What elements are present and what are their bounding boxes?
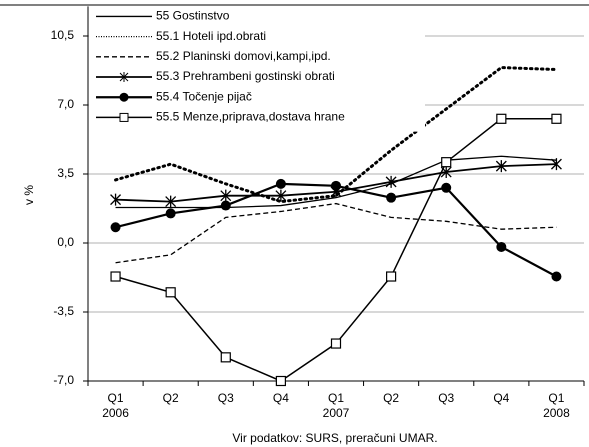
legend-label: 55 Gostinstvo [156, 9, 230, 23]
legend-label: 55.4 Točenje pijač [156, 89, 252, 103]
legend-box [89, 8, 425, 132]
x-tick-label: Q1 [108, 391, 124, 405]
x-tick-label: Q4 [493, 391, 509, 405]
y-tick-label: -7,0 [53, 373, 74, 387]
marker [386, 192, 397, 203]
legend-label: 55.2 Planinski domovi,kampi,ipd. [156, 49, 331, 63]
source-note: Vir podatkov: SURS, preračuni UMAR. [232, 431, 437, 445]
marker [275, 375, 286, 387]
y-tick-label: 0,0 [57, 235, 74, 249]
legend-label: 55.1 Hoteli ipd.obrati [156, 29, 266, 43]
legend-label: 55.5 Menze,priprava,dostava hrane [156, 110, 345, 124]
marker [550, 158, 562, 171]
x-tick-label: Q4 [273, 391, 289, 405]
legend-marker [119, 72, 129, 83]
x-tick-label: Q3 [438, 391, 454, 405]
marker [110, 193, 122, 206]
x-tick-label: Q2 [163, 391, 179, 405]
marker [495, 160, 507, 173]
x-tick-year: 2006 [102, 406, 129, 420]
y-tick-label: 7,0 [57, 97, 74, 111]
marker [330, 338, 342, 349]
y-axis-label: v % [22, 185, 36, 205]
marker [275, 178, 286, 189]
y-tick-label: -3,5 [53, 304, 74, 318]
marker [110, 271, 121, 282]
marker [441, 157, 452, 168]
marker [496, 113, 507, 124]
series-line [115, 202, 557, 264]
x-tick-label: Q3 [218, 391, 234, 405]
marker [441, 182, 452, 193]
marker [220, 200, 231, 211]
x-tick-label: Q2 [383, 391, 399, 405]
marker [496, 241, 507, 252]
marker [165, 195, 177, 208]
legend-marker [119, 92, 129, 102]
series-line [114, 66, 558, 204]
marker [220, 189, 232, 202]
y-tick-label: 3,5 [57, 166, 74, 180]
marker [275, 189, 287, 202]
legend-marker [119, 112, 129, 122]
x-tick-label: Q1 [548, 391, 564, 405]
marker [385, 175, 397, 188]
marker [551, 113, 562, 124]
x-tick-label: Q1 [328, 391, 344, 405]
marker [220, 352, 231, 363]
marker [165, 287, 176, 298]
marker [165, 208, 176, 219]
x-tick-year: 2007 [323, 406, 350, 420]
x-tick-year: 2008 [543, 406, 570, 420]
marker [331, 180, 341, 191]
legend-label: 55.3 Prehrambeni gostinski obrati [156, 69, 335, 83]
marker [386, 271, 397, 282]
marker [551, 271, 562, 282]
y-tick-label: 10,5 [51, 28, 75, 42]
marker [110, 222, 121, 233]
